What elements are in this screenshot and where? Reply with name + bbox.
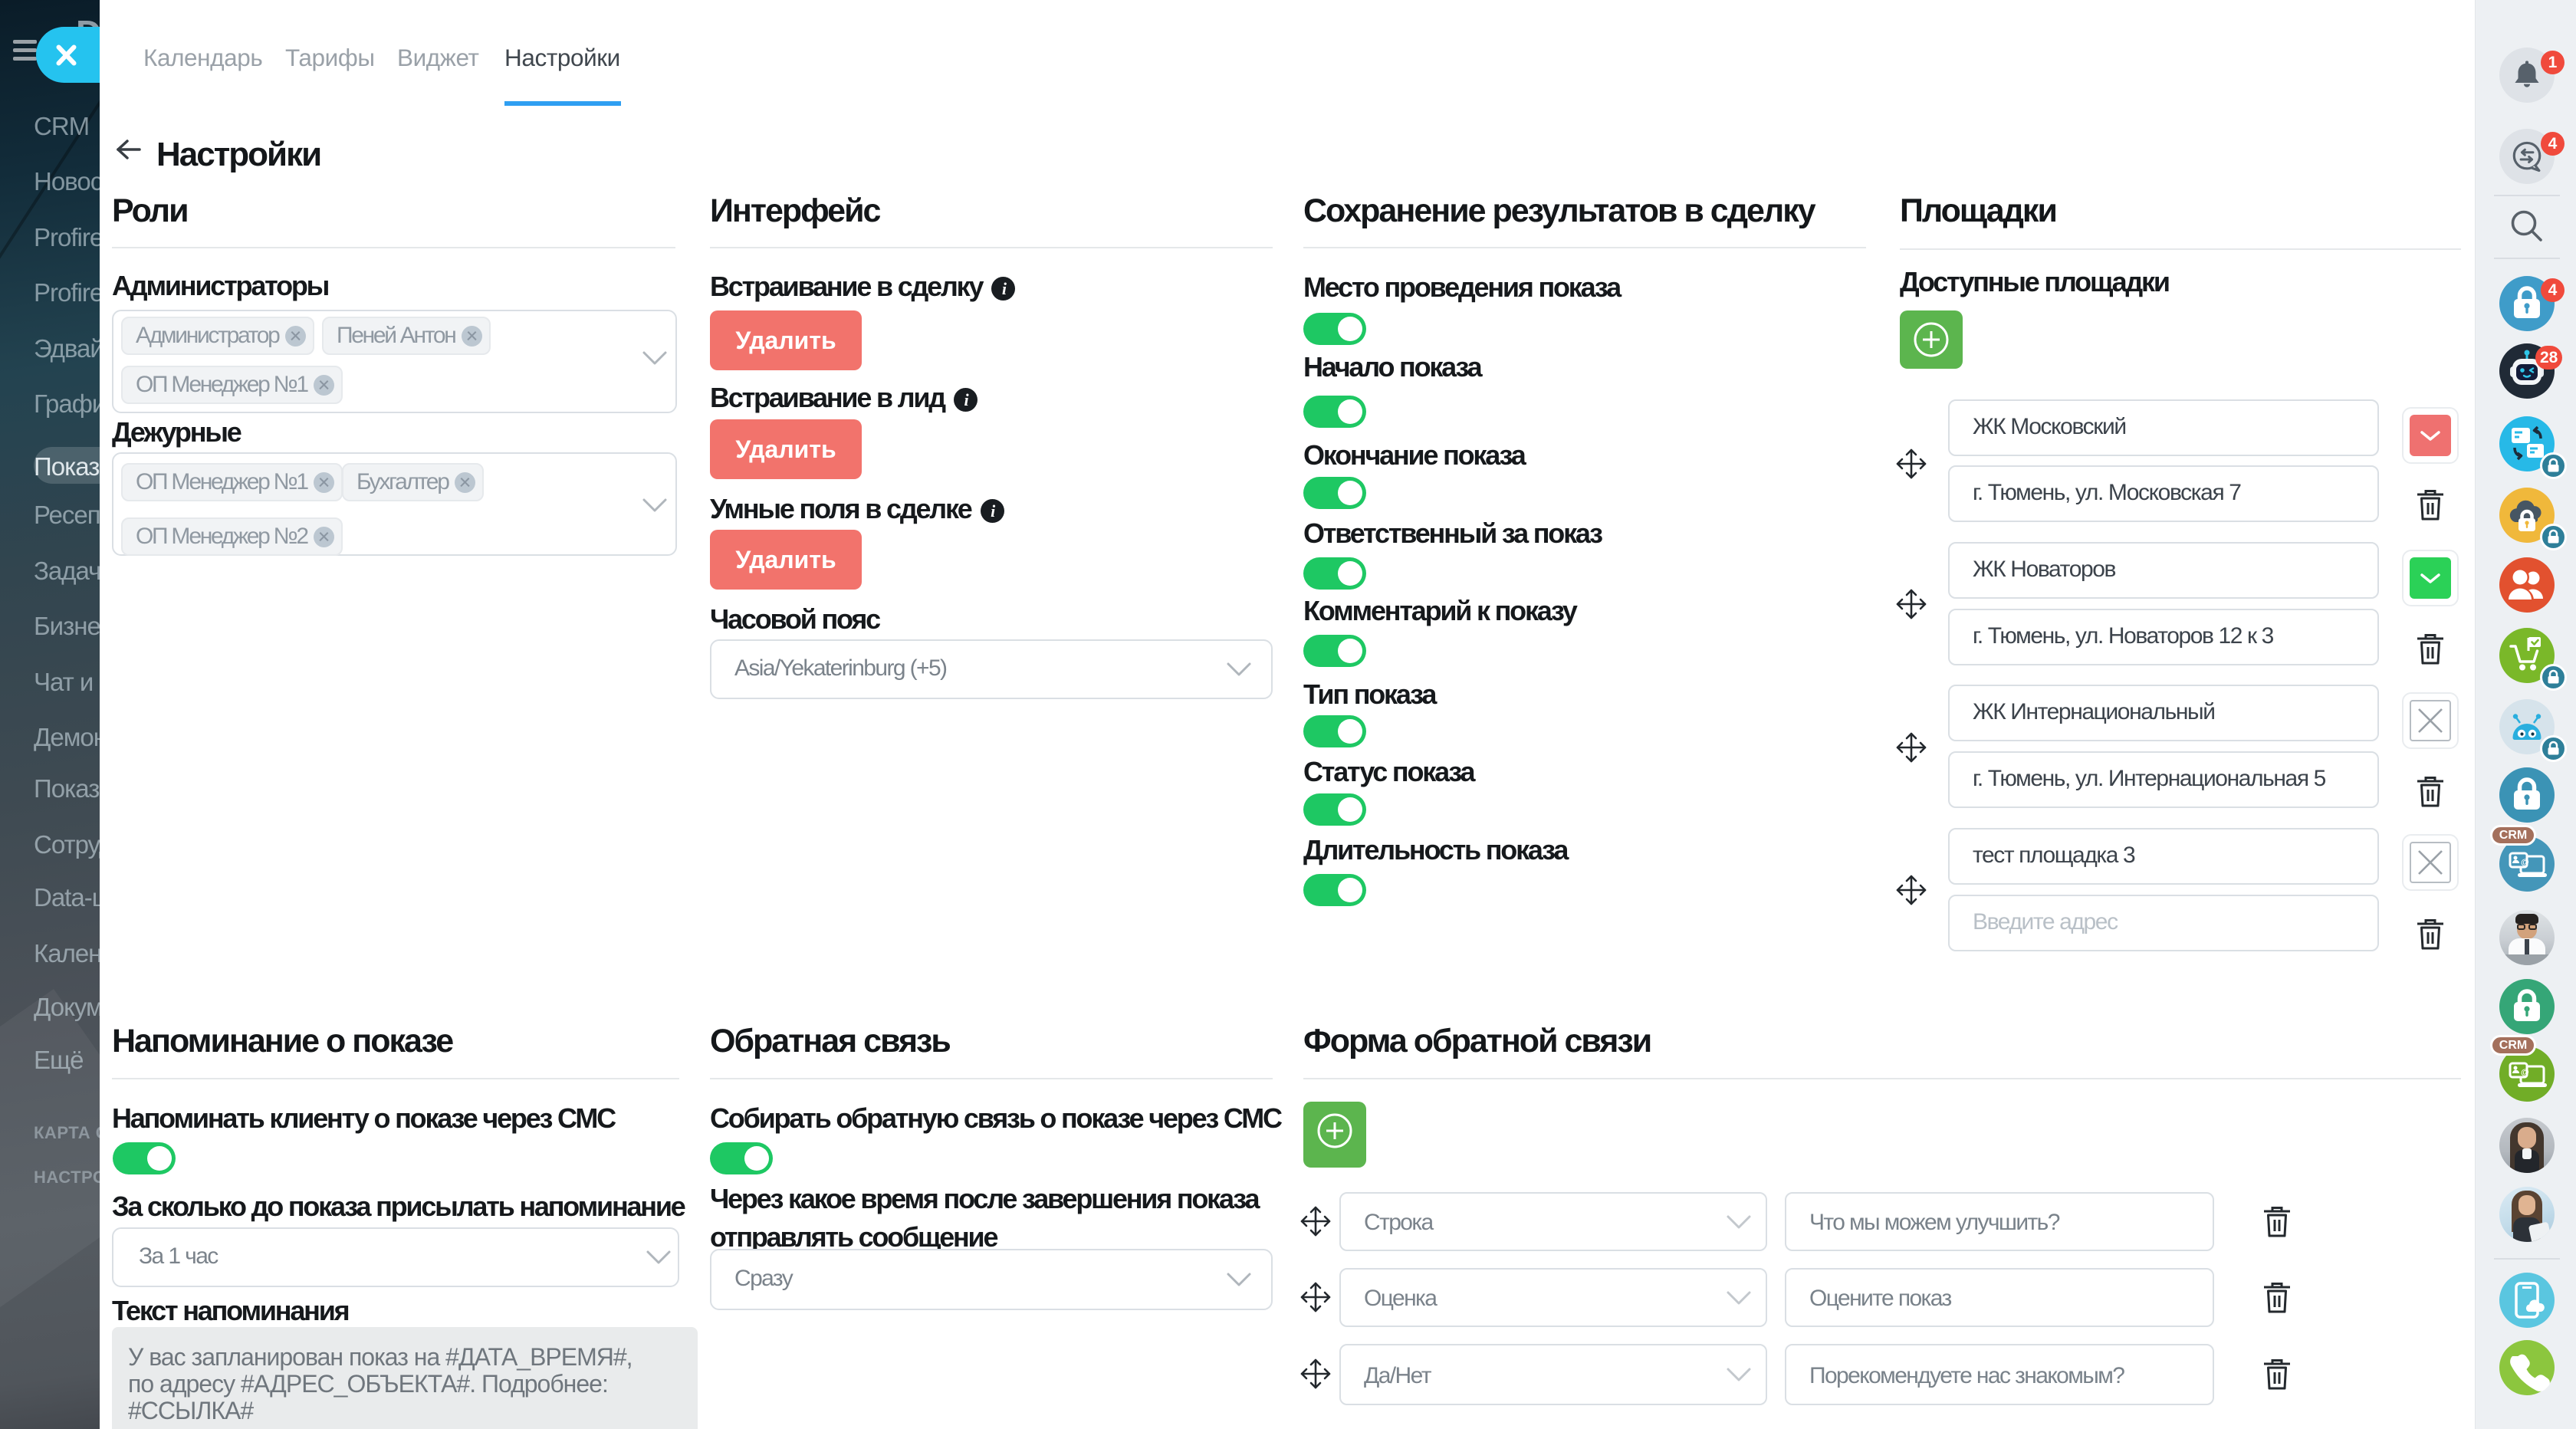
svg-text:@: @ (2521, 1068, 2529, 1077)
svg-text:@: @ (2521, 858, 2529, 867)
